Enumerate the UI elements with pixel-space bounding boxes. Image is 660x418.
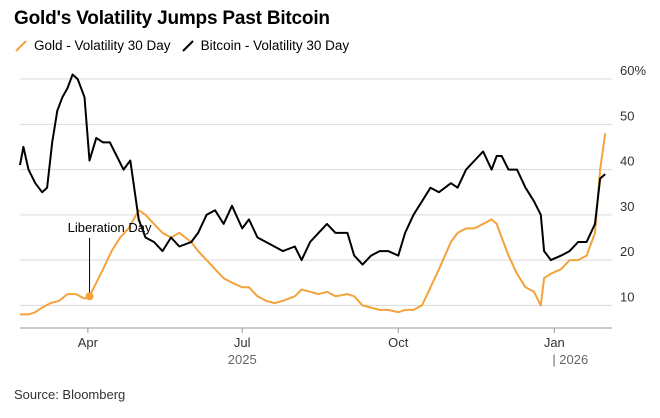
legend-item-bitcoin: Bitcoin - Volatility 30 Day	[181, 38, 350, 53]
y-tick-label: 30	[620, 199, 634, 214]
x-year-label: 2025	[228, 352, 257, 367]
y-tick-label: 60%	[620, 63, 646, 78]
chart-title: Gold's Volatility Jumps Past Bitcoin	[14, 8, 330, 29]
series-line-bitcoin	[19, 73, 606, 266]
x-tick-label: Jan	[544, 335, 565, 350]
y-tick-label: 10	[620, 289, 634, 304]
y-tick-label: 20	[620, 244, 634, 259]
legend-label-bitcoin: Bitcoin - Volatility 30 Day	[200, 38, 350, 53]
annotation-marker	[85, 292, 94, 301]
legend: Gold - Volatility 30 Day Bitcoin - Volat…	[14, 38, 359, 53]
series-line-gold	[20, 133, 607, 316]
x-year-label: | 2026	[552, 352, 588, 367]
legend-item-gold: Gold - Volatility 30 Day	[14, 38, 171, 53]
x-tick-label: Apr	[78, 335, 99, 350]
source-note: Source: Bloomberg	[14, 387, 126, 402]
legend-swatch-gold-icon	[15, 39, 27, 52]
y-tick-label: 40	[620, 154, 634, 169]
x-tick-label: Oct	[388, 335, 409, 350]
legend-label-gold: Gold - Volatility 30 Day	[34, 38, 171, 53]
x-tick-label: Jul	[234, 335, 251, 350]
y-tick-label: 50	[620, 108, 634, 123]
legend-swatch-bitcoin-icon	[181, 39, 194, 52]
annotation-label: Liberation Day	[68, 220, 152, 235]
